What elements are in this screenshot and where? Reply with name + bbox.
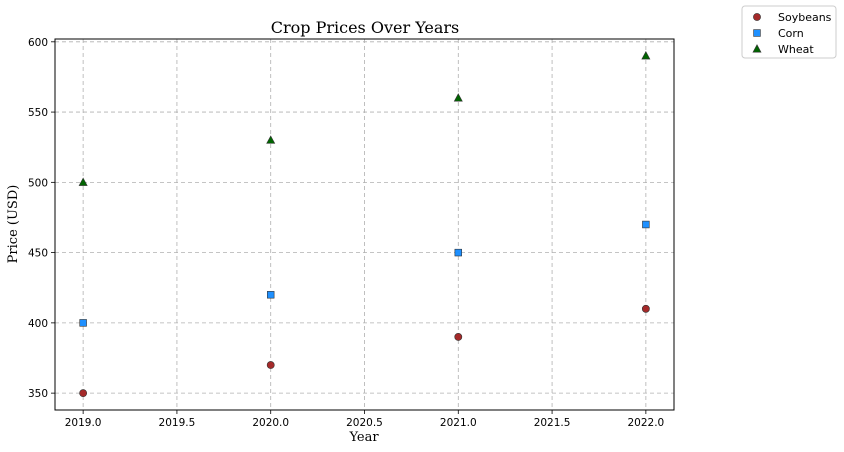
point-soybeans [79,389,88,398]
point-corn [267,291,275,299]
point-corn [454,248,462,257]
x-tick-label: 2021.5 [534,417,571,429]
legend-marker-corn [753,29,761,37]
point-wheat [266,135,276,144]
x-tick-label: 2022.0 [627,417,664,429]
point-soybeans [641,304,650,313]
y-tick-label: 600 [28,37,48,49]
point-soybeans [454,333,463,341]
x-tick-label: 2020.0 [252,417,289,429]
legend-marker-soybeans [753,13,761,21]
y-tick-label: 500 [28,177,48,189]
point-corn [642,220,650,229]
legend-label-wheat: Wheat [778,43,814,56]
legend-marker-wheat [752,44,762,53]
series-wheat [78,51,651,186]
y-axis-label: Price (USD) [6,185,21,264]
legend: Soybeans Corn Wheat [741,5,837,59]
data-points [78,51,651,398]
y-tick-label: 400 [28,318,48,330]
chart-title: Crop Prices Over Years [271,18,460,37]
legend-label-soybeans: Soybeans [778,11,832,24]
y-tick-label: 350 [28,388,48,400]
legend-box [741,5,837,59]
point-wheat [641,51,651,60]
x-tick-label: 2020.5 [346,417,383,429]
series-corn [79,220,650,327]
point-soybeans [266,361,275,369]
x-tick-label: 2021.0 [440,417,477,429]
legend-label-corn: Corn [778,27,804,40]
point-wheat [453,93,463,102]
series-soybeans [79,304,650,398]
x-axis-ticks: 2019.0 2019.5 2020.0 2020.5 2021.0 2021.5 2022… [65,410,664,429]
y-tick-label: 550 [28,107,48,119]
x-tick-label: 2019.0 [65,417,102,429]
x-axis-label: Year [348,430,379,445]
point-wheat [78,177,88,186]
x-tick-label: 2019.5 [159,417,196,429]
y-tick-label: 450 [28,248,48,260]
grid [55,39,674,410]
point-corn [79,319,87,327]
y-axis-ticks: 350 400 450 500 550 600 [28,37,55,400]
